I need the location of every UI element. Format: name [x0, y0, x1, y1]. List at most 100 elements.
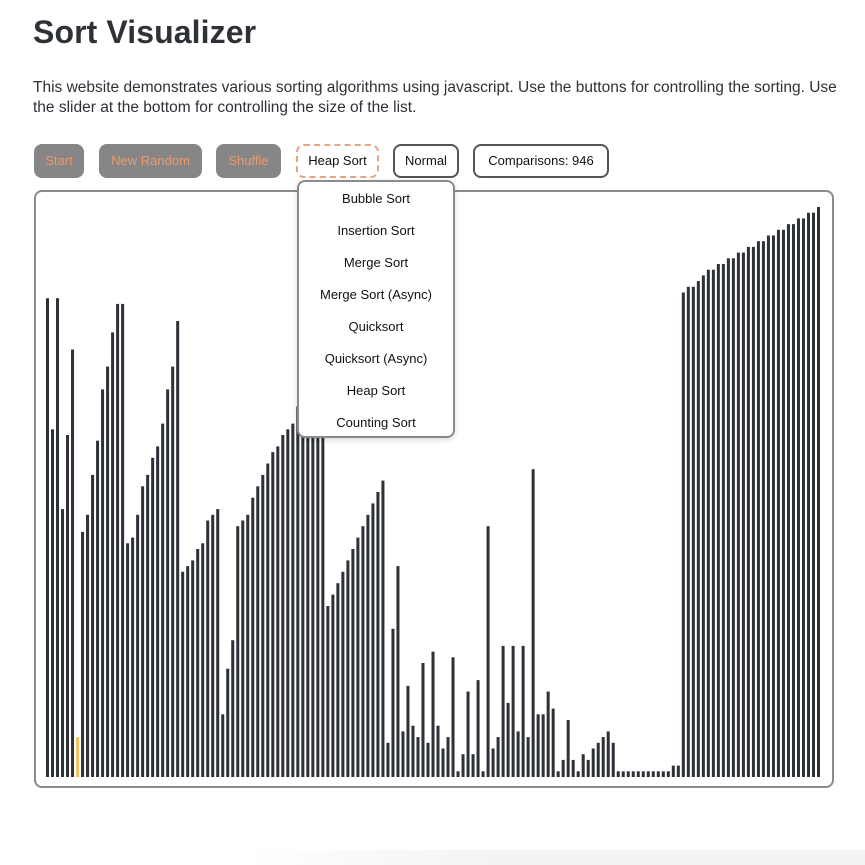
- bar: [201, 543, 205, 777]
- bar: [566, 720, 570, 777]
- menu-item-quicksort-async[interactable]: Quicksort (Async): [324, 351, 428, 366]
- bar: [431, 651, 435, 777]
- bar: [296, 406, 300, 777]
- menu-item-quicksort[interactable]: Quicksort: [348, 319, 404, 334]
- bar: [101, 389, 105, 777]
- bar: [766, 235, 770, 777]
- bar: [151, 457, 155, 777]
- bar: [436, 725, 440, 777]
- bar: [606, 731, 610, 777]
- bar: [356, 537, 360, 777]
- bar: [171, 366, 175, 777]
- bar: [81, 531, 85, 777]
- bar: [541, 714, 545, 777]
- bar: [726, 258, 730, 777]
- bar: [266, 463, 270, 777]
- bar: [706, 269, 710, 777]
- bar: [461, 754, 465, 777]
- bar: [446, 737, 450, 777]
- page-title: Sort Visualizer: [33, 14, 257, 50]
- bar: [611, 742, 615, 777]
- bar: [531, 469, 535, 777]
- bar: [601, 737, 605, 777]
- bar: [581, 754, 585, 777]
- bar: [806, 212, 810, 777]
- comparisons-counter: Comparisons: 946: [473, 144, 609, 178]
- bar: [376, 492, 380, 777]
- bar: [306, 378, 310, 777]
- bar: [271, 452, 275, 777]
- bar: [761, 241, 765, 777]
- bar: [771, 235, 775, 777]
- bar: [801, 218, 805, 777]
- bar: [351, 549, 355, 777]
- bar: [396, 566, 400, 777]
- bar: [91, 474, 95, 777]
- new-random-button[interactable]: New Random: [99, 144, 202, 178]
- menu-item-insertion-sort[interactable]: Insertion Sort: [337, 223, 415, 238]
- bar: [696, 281, 700, 777]
- bar: [406, 685, 410, 777]
- bar: [561, 759, 565, 777]
- bar: [746, 246, 750, 777]
- bar: [471, 754, 475, 777]
- algorithm-select[interactable]: Heap Sort: [296, 144, 379, 178]
- bar: [641, 771, 645, 777]
- speed-select[interactable]: Normal: [393, 144, 459, 178]
- bar: [346, 560, 350, 777]
- bar: [176, 321, 180, 777]
- shuffle-button[interactable]: Shuffle: [216, 144, 281, 178]
- bar: [311, 355, 315, 777]
- bar: [71, 349, 75, 777]
- start-button[interactable]: Start: [34, 144, 84, 178]
- bar: [546, 691, 550, 777]
- bar: [646, 771, 650, 777]
- bar: [136, 514, 140, 777]
- bar: [791, 224, 795, 778]
- bar: [286, 429, 290, 777]
- bar: [776, 229, 780, 778]
- bar: [536, 714, 540, 777]
- menu-item-merge-sort[interactable]: Merge Sort: [343, 255, 409, 270]
- bar: [331, 594, 335, 777]
- bar: [781, 229, 785, 778]
- bar: [386, 742, 390, 777]
- bar: [366, 514, 370, 777]
- bar: [241, 520, 245, 777]
- bar: [556, 771, 560, 777]
- bar: [526, 737, 530, 777]
- bar: [701, 275, 705, 777]
- bar: [651, 771, 655, 777]
- menu-item-bubble-sort[interactable]: Bubble Sort: [342, 191, 410, 206]
- bar: [741, 252, 745, 778]
- bar: [576, 771, 580, 777]
- bar: [506, 702, 510, 777]
- bar: [121, 303, 125, 777]
- menu-item-heap-sort[interactable]: Heap Sort: [346, 383, 406, 398]
- bar: [236, 526, 240, 777]
- bar: [496, 737, 500, 777]
- bar: [661, 771, 665, 777]
- bar: [51, 429, 55, 777]
- bar: [381, 480, 385, 777]
- bar: [141, 486, 145, 777]
- bar: [371, 503, 375, 777]
- bar: [86, 514, 90, 777]
- bar: [796, 218, 800, 777]
- bar: [751, 246, 755, 777]
- menu-item-counting-sort[interactable]: Counting Sort: [336, 415, 416, 430]
- bar: [106, 366, 110, 777]
- bar: [336, 583, 340, 777]
- bar: [596, 742, 600, 777]
- bar: [156, 446, 160, 777]
- bar: [616, 771, 620, 777]
- bar: [691, 286, 695, 777]
- menu-item-merge-sort-async[interactable]: Merge Sort (Async): [320, 287, 432, 302]
- bar: [341, 571, 345, 777]
- bar: [811, 212, 815, 777]
- bar: [521, 645, 525, 777]
- bar: [491, 748, 495, 777]
- algorithm-dropdown-menu: Bubble Sort Insertion Sort Merge Sort Me…: [297, 180, 455, 438]
- bar: [416, 737, 420, 777]
- bar: [326, 606, 330, 777]
